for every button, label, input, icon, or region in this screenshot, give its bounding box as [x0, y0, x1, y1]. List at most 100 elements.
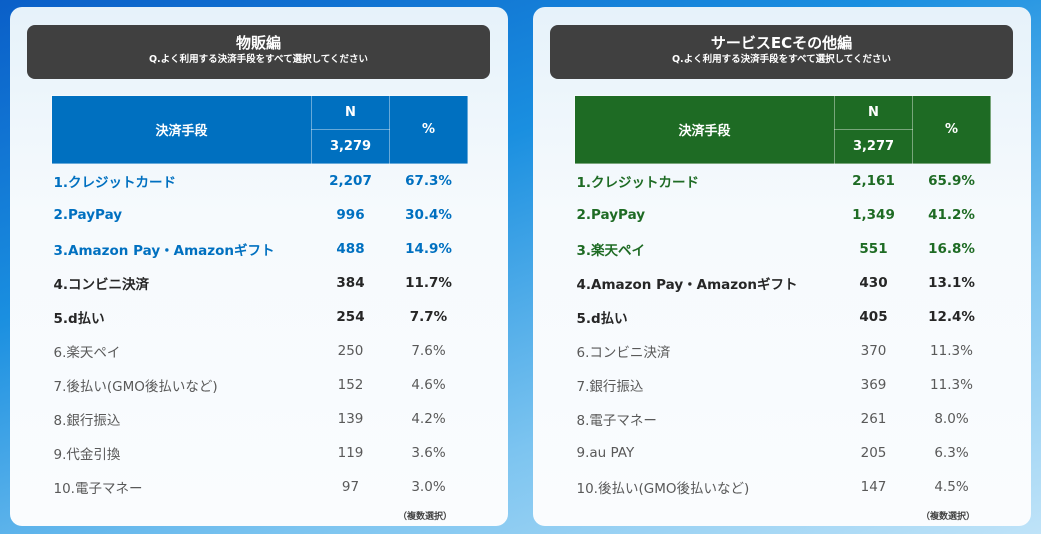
table-row: 7.後払い(GMO後払いなど) 152 4.6% — [52, 368, 468, 402]
method-label: 8.銀行振込 — [53, 413, 121, 429]
percent-value: 8.0% — [934, 411, 969, 427]
results-table: 決済手段 N % 3,277 1.クレジットカード 2,161 65.9% 2.… — [574, 95, 991, 504]
panel-goods: 物販編 Q.よく利用する決済手段をすべて選択してください 決済手段 N % 3,… — [10, 7, 508, 526]
panel-title: サービスECその他編 — [710, 34, 853, 52]
percent-value: 6.3% — [934, 445, 969, 461]
method-label: 5.d払い — [576, 311, 628, 327]
method-label: 4.コンビニ決済 — [53, 277, 150, 293]
count-value: 551 — [859, 241, 888, 257]
header-n: N — [311, 95, 390, 130]
panel-question: Q.よく利用する決済手段をすべて選択してください — [671, 54, 892, 65]
panel-question: Q.よく利用する決済手段をすべて選択してください — [148, 54, 369, 65]
method-label: 6.楽天ペイ — [53, 345, 121, 361]
percent-value: 3.0% — [411, 479, 446, 495]
percent-value: 13.1% — [928, 275, 975, 291]
count-value: 119 — [337, 445, 364, 461]
percent-value: 4.6% — [411, 377, 446, 393]
method-label: 10.後払い(GMO後払いなど) — [576, 481, 750, 497]
count-value: 488 — [336, 241, 365, 257]
percent-value: 41.2% — [928, 207, 975, 223]
table-row: 3.Amazon Pay・Amazonギフト 488 14.9% — [52, 232, 468, 266]
percent-value: 4.5% — [934, 479, 969, 495]
panel-header: 物販編 Q.よく利用する決済手段をすべて選択してください — [27, 25, 490, 79]
count-value: 430 — [859, 275, 888, 291]
count-value: 147 — [860, 479, 887, 495]
header-percent: % — [389, 95, 468, 164]
count-value: 152 — [337, 377, 364, 393]
table-row: 2.PayPay 996 30.4% — [52, 198, 468, 232]
method-label: 3.Amazon Pay・Amazonギフト — [53, 243, 275, 259]
count-value: 369 — [860, 377, 887, 393]
count-value: 254 — [336, 309, 365, 325]
panel-services: サービスECその他編 Q.よく利用する決済手段をすべて選択してください 決済手段… — [533, 7, 1031, 526]
count-value: 996 — [336, 207, 365, 223]
method-label: 10.電子マネー — [53, 481, 143, 497]
method-label: 3.楽天ペイ — [576, 243, 646, 259]
multiple-choice-note: （複数選択） — [920, 512, 975, 522]
count-value: 205 — [860, 445, 887, 461]
count-value: 370 — [860, 343, 887, 359]
header-method: 決済手段 — [51, 95, 312, 164]
table-row: 6.コンビニ決済 370 11.3% — [575, 334, 991, 368]
method-label: 1.クレジットカード — [576, 175, 700, 191]
table-row: 6.楽天ペイ 250 7.6% — [52, 334, 468, 368]
method-label: 9.au PAY — [576, 445, 635, 461]
count-value: 250 — [337, 343, 364, 359]
percent-value: 11.3% — [930, 343, 973, 359]
header-method: 決済手段 — [574, 95, 835, 164]
percent-value: 12.4% — [928, 309, 975, 325]
percent-value: 11.3% — [930, 377, 973, 393]
method-label: 2.PayPay — [53, 207, 123, 223]
header-percent: % — [912, 95, 991, 164]
percent-value: 14.9% — [405, 241, 452, 257]
panel-header: サービスECその他編 Q.よく利用する決済手段をすべて選択してください — [550, 25, 1013, 79]
table-row: 1.クレジットカード 2,161 65.9% — [575, 164, 991, 199]
count-value: 2,207 — [329, 173, 372, 189]
percent-value: 3.6% — [411, 445, 446, 461]
table-row: 4.Amazon Pay・Amazonギフト 430 13.1% — [575, 266, 991, 300]
percent-value: 30.4% — [405, 207, 452, 223]
table-row: 9.au PAY 205 6.3% — [575, 436, 991, 470]
percent-value: 67.3% — [405, 173, 452, 189]
table-row: 9.代金引換 119 3.6% — [52, 436, 468, 470]
count-value: 261 — [860, 411, 887, 427]
count-value: 97 — [341, 479, 360, 495]
method-label: 9.代金引換 — [53, 447, 121, 463]
table-row: 5.d払い 405 12.4% — [575, 300, 991, 334]
panel-title: 物販編 — [235, 34, 281, 52]
header-n-total: 3,279 — [311, 129, 390, 164]
count-value: 2,161 — [852, 173, 895, 189]
table-row: 8.電子マネー 261 8.0% — [575, 402, 991, 436]
table-row: 10.電子マネー 97 3.0% — [52, 470, 468, 504]
table-row: 8.銀行振込 139 4.2% — [52, 402, 468, 436]
method-label: 2.PayPay — [576, 207, 646, 223]
method-label: 6.コンビニ決済 — [576, 345, 671, 361]
header-n-total: 3,277 — [834, 129, 913, 164]
table-row: 5.d払い 254 7.7% — [52, 300, 468, 334]
table-row: 2.PayPay 1,349 41.2% — [575, 198, 991, 232]
method-label: 8.電子マネー — [576, 413, 657, 429]
method-label: 7.銀行振込 — [576, 379, 644, 395]
table-row: 3.楽天ペイ 551 16.8% — [575, 232, 991, 266]
count-value: 384 — [336, 275, 365, 291]
count-value: 139 — [337, 411, 364, 427]
percent-value: 7.6% — [411, 343, 446, 359]
count-value: 1,349 — [852, 207, 895, 223]
table-row: 10.後払い(GMO後払いなど) 147 4.5% — [575, 470, 991, 504]
method-label: 1.クレジットカード — [53, 175, 177, 191]
method-label: 5.d払い — [53, 311, 105, 327]
table-row: 7.銀行振込 369 11.3% — [575, 368, 991, 402]
count-value: 405 — [859, 309, 888, 325]
percent-value: 11.7% — [405, 275, 452, 291]
multiple-choice-note: （複数選択） — [397, 512, 452, 522]
method-label: 7.後払い(GMO後払いなど) — [53, 379, 218, 395]
method-label: 4.Amazon Pay・Amazonギフト — [576, 277, 798, 293]
table-row: 1.クレジットカード 2,207 67.3% — [52, 164, 468, 199]
table-row: 4.コンビニ決済 384 11.7% — [52, 266, 468, 300]
percent-value: 4.2% — [411, 411, 446, 427]
percent-value: 16.8% — [928, 241, 975, 257]
results-table: 決済手段 N % 3,279 1.クレジットカード 2,207 67.3% 2.… — [51, 95, 468, 504]
percent-value: 7.7% — [409, 309, 448, 325]
header-n: N — [834, 95, 913, 130]
percent-value: 65.9% — [928, 173, 975, 189]
